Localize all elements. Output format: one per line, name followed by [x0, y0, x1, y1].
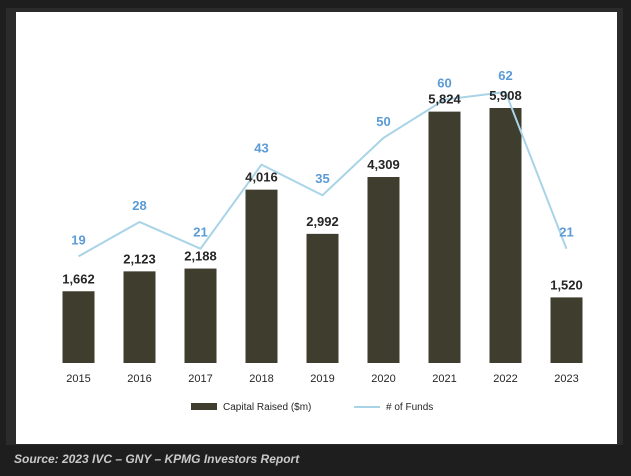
bar-2023: [550, 297, 583, 363]
bar-value-label-2020: 4,309: [367, 157, 400, 172]
funds-value-label-2022: 62: [498, 68, 512, 83]
bar-2017: [184, 268, 217, 363]
bar-2022: [489, 108, 522, 363]
funds-value-label-2023: 21: [559, 225, 573, 240]
combo-chart: 1,662 2,123 2,188 4,016 2,992 4,309 5,824 5,908…: [62, 68, 583, 413]
x-tick-label-2020: 2020: [371, 373, 395, 385]
bar-2018: [245, 189, 278, 363]
bar-2016: [123, 271, 156, 363]
bar-value-label-2018: 4,016: [245, 170, 278, 185]
chart-area: 1,662 2,123 2,188 4,016 2,992 4,309 5,824 5,908…: [16, 12, 617, 444]
funds-line: [78, 91, 568, 258]
funds-value-label-2016: 28: [132, 198, 146, 213]
legend-label-capital: Capital Raised ($m): [223, 402, 311, 413]
bar-value-label-2019: 2,992: [306, 214, 339, 229]
legend-swatch-capital: [191, 403, 217, 410]
funds-value-label-2021: 60: [437, 76, 451, 91]
bar-value-label-2016: 2,123: [123, 251, 156, 266]
funds-value-label-2018: 43: [254, 141, 268, 156]
funds-value-label-2017: 21: [193, 225, 207, 240]
x-tick-label-2016: 2016: [127, 373, 151, 385]
bar-value-label-2021: 5,824: [428, 92, 461, 107]
x-tick-label-2021: 2021: [432, 373, 456, 385]
legend-label-funds: # of Funds: [386, 402, 433, 413]
x-tick-label-2019: 2019: [310, 373, 334, 385]
bar-2019: [306, 233, 339, 363]
bar-value-label-2017: 2,188: [184, 249, 217, 264]
bar-value-label-2015: 1,662: [62, 271, 95, 286]
funds-value-label-2019: 35: [315, 171, 329, 186]
x-tick-label-2018: 2018: [249, 373, 273, 385]
funds-value-label-2020: 50: [376, 114, 390, 129]
x-tick-label-2015: 2015: [66, 373, 90, 385]
bar-2015: [62, 291, 95, 363]
bar-value-label-2023: 1,520: [550, 277, 583, 292]
x-tick-label-2017: 2017: [188, 373, 212, 385]
x-tick-label-2022: 2022: [493, 373, 517, 385]
bar-value-label-2022: 5,908: [489, 88, 522, 103]
x-tick-label-2023: 2023: [554, 373, 578, 385]
funds-value-label-2015: 19: [71, 232, 85, 247]
bar-2020: [367, 177, 400, 363]
source-note: Source: 2023 IVC – GNY – KPMG Investors …: [14, 452, 300, 466]
bar-2021: [428, 111, 461, 363]
